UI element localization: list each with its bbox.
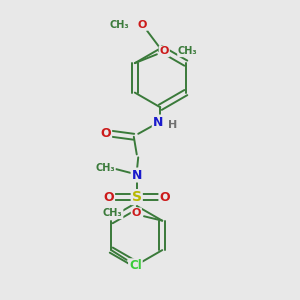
Text: H: H [168,120,177,130]
Text: O: O [160,46,169,56]
Text: N: N [132,169,142,182]
Text: O: O [138,20,147,30]
Text: Cl: Cl [129,259,142,272]
Text: CH₃: CH₃ [178,46,198,56]
Text: O: O [103,190,114,204]
Text: S: S [132,190,142,204]
Text: CH₃: CH₃ [103,208,123,218]
Text: O: O [132,208,141,218]
Text: N: N [153,116,163,128]
Text: O: O [100,127,111,140]
Text: CH₃: CH₃ [109,20,129,30]
Text: O: O [159,190,170,204]
Text: CH₃: CH₃ [95,163,115,173]
